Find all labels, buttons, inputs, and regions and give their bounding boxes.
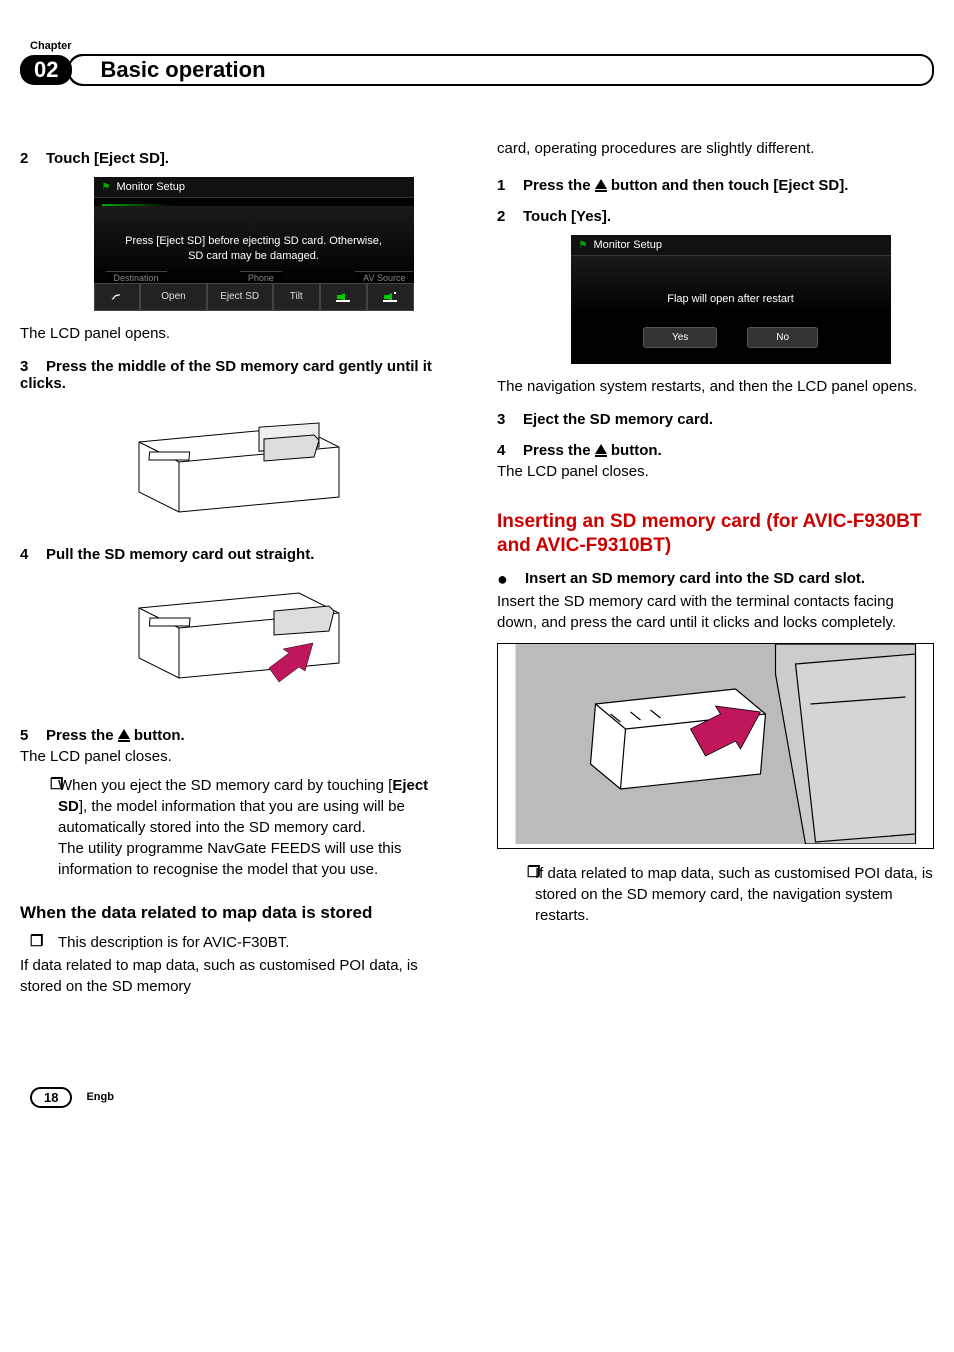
open-button[interactable]: Open	[140, 283, 206, 311]
monitor-setup-screenshot-1: ⚑ Monitor Setup Press [Eject SD] before …	[94, 177, 414, 311]
step-text-pre: Press the	[46, 727, 118, 744]
step-2-right: 2Touch [Yes].	[497, 208, 934, 225]
ss-toolbar: Open Eject SD Tilt	[94, 283, 414, 311]
note-marker-icon: ❐	[20, 932, 58, 953]
step-num: 3	[20, 358, 46, 375]
eject-icon	[595, 179, 607, 189]
chapter-number-badge: 02	[20, 55, 72, 85]
step-num: 5	[20, 727, 46, 744]
page-header: 02 Basic operation	[20, 54, 934, 86]
subheading: When the data related to map data is sto…	[20, 902, 457, 924]
step-3-right: 3Eject the SD memory card.	[497, 411, 934, 428]
flag-icon: ⚑	[102, 182, 111, 193]
ss-body: Flap will open after restart	[571, 256, 891, 315]
after-ss2-text: The navigation system restarts, and then…	[497, 376, 934, 397]
eject-icon	[595, 444, 607, 454]
after4-text: The LCD panel closes.	[497, 461, 934, 482]
note-text: This description is for AVIC-F30BT.	[58, 932, 457, 953]
step-text: Eject the SD memory card.	[523, 411, 713, 428]
back-button[interactable]	[94, 283, 141, 311]
note-row: ❐ This description is for AVIC-F30BT.	[20, 932, 457, 953]
right-column: card, operating procedures are slightly …	[497, 136, 934, 997]
step-text-pre: Press the	[523, 442, 595, 459]
language-code: Engb	[86, 1091, 114, 1103]
bullet-head-row: ● Insert an SD memory card into the SD c…	[497, 568, 934, 589]
after5-text: The LCD panel closes.	[20, 746, 457, 767]
chapter-label: Chapter	[30, 40, 934, 52]
note-row: ❐ When you eject the SD memory card by t…	[20, 775, 457, 880]
step-3-left: 3Press the middle of the SD memory card …	[20, 358, 457, 392]
page-number: 18	[30, 1087, 72, 1108]
tail-text: If data related to map data, such as cus…	[20, 955, 457, 997]
ss-msg2: SD card may be damaged.	[106, 249, 402, 264]
sd-pull-diagram	[20, 573, 457, 713]
ss-title: Monitor Setup	[116, 181, 184, 193]
eject-icon	[118, 729, 130, 739]
ss-msg1: Press [Eject SD] before ejecting SD card…	[106, 234, 402, 249]
page-footer: 18 Engb	[20, 1087, 934, 1108]
section-title: Basic operation	[86, 57, 265, 83]
section-title-pill: Basic operation	[70, 54, 934, 86]
note-text: When you eject the SD memory card by tou…	[58, 775, 457, 880]
step-text: Touch [Yes].	[523, 208, 611, 225]
note-marker-icon: ❐	[497, 863, 535, 926]
no-button[interactable]: No	[747, 327, 818, 348]
note-row: ❐ If data related to map data, such as c…	[497, 863, 934, 926]
step-1-right: 1Press the button and then touch [Eject …	[497, 177, 934, 194]
step-num: 2	[497, 208, 523, 225]
eject-sd-button[interactable]: Eject SD	[207, 283, 273, 311]
note-text: If data related to map data, such as cus…	[535, 863, 934, 926]
tilt-button[interactable]: Tilt	[273, 283, 320, 311]
step-2-left: 2Touch [Eject SD].	[20, 150, 457, 167]
ss-msg: Flap will open after restart	[583, 292, 879, 307]
ss-yesno-row: Yes No	[571, 315, 891, 364]
step-num: 3	[497, 411, 523, 428]
vol-down-button[interactable]	[320, 283, 367, 311]
step-text: Press the middle of the SD memory card g…	[20, 358, 432, 392]
section-heading: Inserting an SD memory card (for AVIC-F9…	[497, 510, 934, 558]
step-text-post: button.	[130, 727, 185, 744]
step-num: 1	[497, 177, 523, 194]
ss-body: Press [Eject SD] before ejecting SD card…	[94, 206, 414, 283]
sd-insert-diagram	[497, 643, 934, 849]
step-4-left: 4Pull the SD memory card out straight.	[20, 546, 457, 563]
step-num: 4	[20, 546, 46, 563]
ss-title: Monitor Setup	[593, 239, 661, 251]
flag-icon: ⚑	[579, 240, 588, 251]
monitor-setup-screenshot-2: ⚑ Monitor Setup Flap will open after res…	[571, 235, 891, 364]
step-4-right: 4Press the button.	[497, 442, 934, 459]
left-column: 2Touch [Eject SD]. ⚑ Monitor Setup Press…	[20, 136, 457, 997]
after-ss1-text: The LCD panel opens.	[20, 323, 457, 344]
vol-up-button[interactable]	[367, 283, 414, 311]
continuation-text: card, operating procedures are slightly …	[497, 138, 934, 159]
step-num: 2	[20, 150, 46, 167]
step-text: Touch [Eject SD].	[46, 150, 169, 167]
insert-desc: Insert the SD memory card with the termi…	[497, 591, 934, 633]
step-text-post: button.	[607, 442, 662, 459]
bullet-head-text: Insert an SD memory card into the SD car…	[525, 568, 934, 589]
yes-button[interactable]: Yes	[643, 327, 717, 348]
note-marker-icon: ❐	[20, 775, 58, 880]
ss-titlebar: ⚑ Monitor Setup	[94, 177, 414, 198]
ss-titlebar: ⚑ Monitor Setup	[571, 235, 891, 256]
solid-bullet-icon: ●	[497, 568, 525, 589]
step-5-left: 5Press the button.	[20, 727, 457, 744]
step-text-mid: button and then touch [Eject SD].	[607, 177, 849, 194]
step-text-pre: Press the	[523, 177, 595, 194]
step-text: Pull the SD memory card out straight.	[46, 546, 314, 563]
sd-press-diagram	[20, 402, 457, 532]
step-num: 4	[497, 442, 523, 459]
